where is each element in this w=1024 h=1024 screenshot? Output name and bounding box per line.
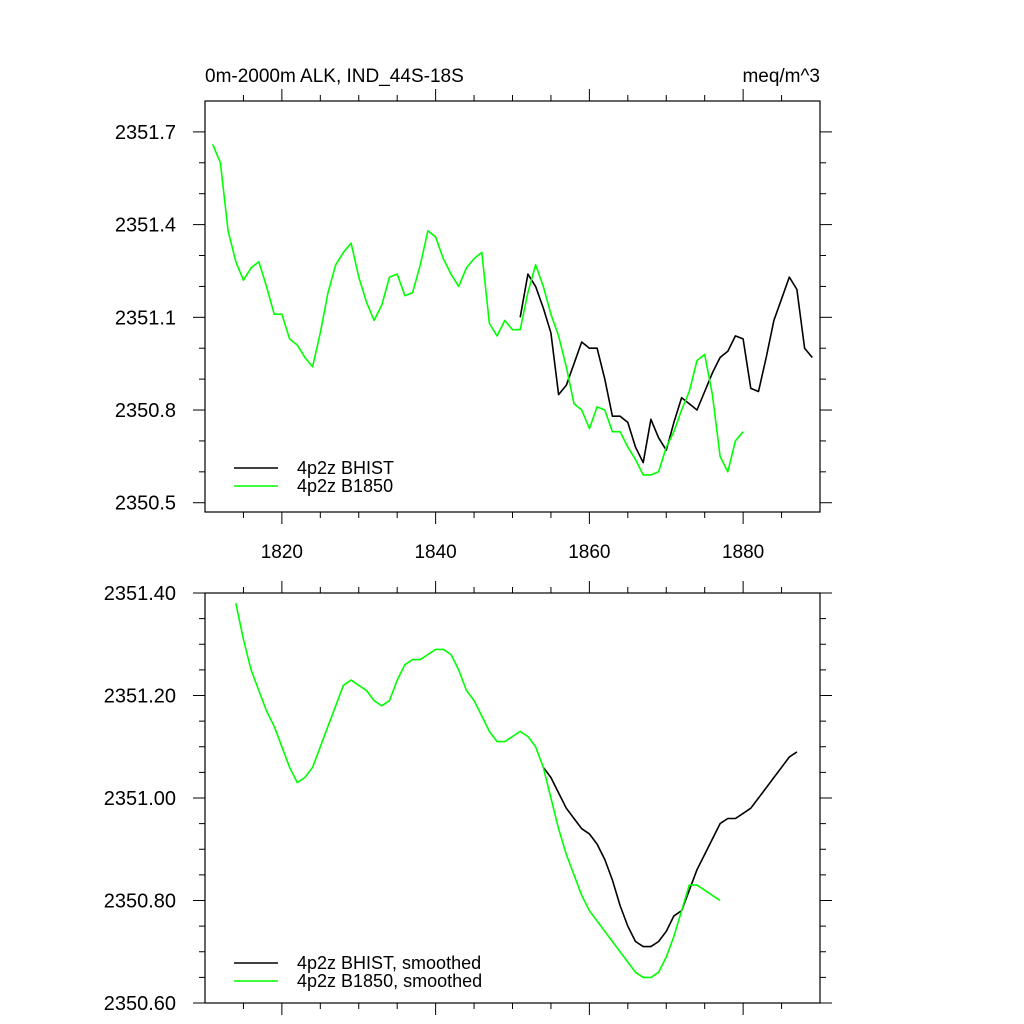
top-series-line-bhist [519,273,813,464]
top-y-tick-label: 2351.1 [115,307,176,329]
top-x-tick-label: 1880 [722,542,764,563]
top-units-label: meq/m^3 [742,66,820,87]
top-x-tick-label: 1840 [414,542,456,563]
top-chart-title: 0m-2000m ALK, IND_44S-18S [205,66,464,87]
bottom-plot-frame [204,592,821,1004]
bottom-y-tick-label: 2351.40 [104,583,176,605]
top-y-tick-label: 2350.8 [115,400,176,422]
top-legend-label: 4p2z B1850 [297,476,393,496]
top-y-tick-label: 2351.4 [115,215,176,237]
top-legend-label: 4p2z BHIST [297,458,394,478]
bottom-y-tick-label: 2351.00 [104,788,176,810]
bottom-series-line-bhist [542,751,798,948]
top-x-tick-label: 1820 [261,542,303,563]
bottom-legend-label: 4p2z B1850, smoothed [297,971,482,991]
top-y-tick-label: 2351.7 [115,122,176,144]
bottom-y-tick-label: 2350.80 [104,891,176,913]
bottom-series-line-b1850 [235,603,721,979]
top-x-tick-label: 1860 [568,542,610,563]
top-plot-frame [204,100,821,513]
bottom-y-tick-label: 2350.60 [104,993,176,1015]
bottom-y-tick-label: 2351.20 [104,686,176,708]
bottom-legend-label: 4p2z BHIST, smoothed [297,953,481,973]
top-y-tick-label: 2350.5 [115,493,176,515]
top-series-line-b1850 [211,143,744,476]
bottom-panel-chart: 2350.60 2350.80 2351.00 2351.20 2351.40 4p2z … [104,581,832,1015]
top-panel-chart: 1820 1840 1860 1880 2350.5 2350.8 2351.1 2351.4… [115,66,832,563]
